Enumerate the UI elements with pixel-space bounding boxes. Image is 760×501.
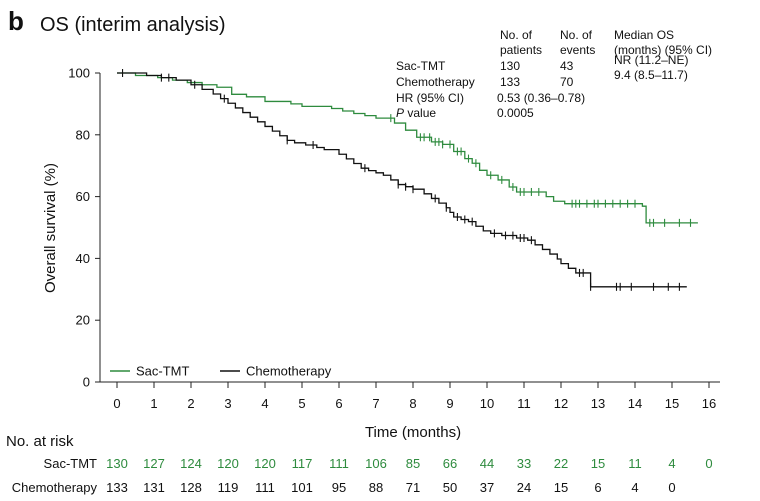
- risk-value: 111: [329, 456, 349, 471]
- x-tick-label: 6: [335, 396, 342, 411]
- x-tick-label: 9: [446, 396, 453, 411]
- x-tick-label: 4: [261, 396, 268, 411]
- risk-value: 120: [254, 456, 276, 471]
- stats-sac-events: 43: [560, 59, 574, 73]
- risk-value: 133: [106, 480, 128, 495]
- risk-value: 15: [554, 480, 568, 495]
- x-tick-label: 11: [517, 396, 531, 411]
- header-patients: No. of patients: [500, 28, 543, 57]
- x-tick-label: 15: [665, 396, 679, 411]
- risk-value: 6: [594, 480, 601, 495]
- risk-value: 85: [406, 456, 420, 471]
- risk-value: 124: [180, 456, 202, 471]
- x-tick-label: 14: [628, 396, 642, 411]
- risk-value: 0: [668, 480, 675, 495]
- x-tick-label: 8: [409, 396, 416, 411]
- risk-value: 15: [591, 456, 605, 471]
- risk-value: 111: [255, 480, 275, 495]
- y-tick-label: 100: [68, 66, 90, 81]
- risk-value: 24: [517, 480, 531, 495]
- x-tick-label: 2: [187, 396, 194, 411]
- risk-value: 37: [480, 480, 494, 495]
- x-tick-label: 3: [224, 396, 231, 411]
- risk-value: 120: [217, 456, 239, 471]
- header-median-os: Median OS (months) (95% CI): [614, 28, 713, 57]
- y-tick-label: 20: [76, 313, 90, 328]
- risk-row-label: Chemotherapy: [12, 480, 98, 495]
- x-tick-label: 5: [298, 396, 305, 411]
- p-italic: P: [396, 106, 405, 120]
- stats-p-label: P value: [396, 106, 436, 121]
- stats-chemo-events: 70: [560, 75, 574, 89]
- stats-hr-label: HR (95% CI): [396, 91, 465, 105]
- risk-value: 0: [705, 456, 712, 471]
- risk-row-label: Sac-TMT: [44, 456, 98, 471]
- x-tick-label: 7: [372, 396, 379, 411]
- x-tick-label: 12: [554, 396, 568, 411]
- risk-value: 127: [143, 456, 165, 471]
- risk-value: 66: [443, 456, 457, 471]
- risk-value: 106: [365, 456, 387, 471]
- chart-title: OS (interim analysis): [40, 14, 226, 36]
- risk-table-title: No. at risk: [6, 433, 74, 450]
- stats-chemo-patients: 133: [500, 75, 521, 89]
- y-axis-label: Overall survival (%): [42, 163, 59, 293]
- risk-value: 4: [631, 480, 638, 495]
- stats-row-label-sac: Sac-TMT: [396, 59, 446, 73]
- x-tick-label: 16: [702, 396, 716, 411]
- risk-value: 128: [180, 480, 202, 495]
- stats-p-value: 0.0005: [497, 106, 534, 120]
- stats-chemo-median: 9.4 (8.5–11.7): [614, 68, 688, 82]
- risk-value: 95: [332, 480, 346, 495]
- curves: [117, 69, 698, 291]
- risk-value: 130: [106, 456, 128, 471]
- risk-value: 33: [517, 456, 531, 471]
- x-tick-label: 1: [150, 396, 157, 411]
- y-tick-label: 0: [83, 375, 90, 390]
- panel-letter: b: [8, 6, 24, 36]
- p-suffix: value: [404, 106, 437, 120]
- header-events: No. of events: [560, 28, 596, 57]
- risk-value: 50: [443, 480, 457, 495]
- legend-label-sac-tmt: Sac-TMT: [136, 364, 190, 379]
- risk-value: 71: [406, 480, 420, 495]
- x-tick-label: 0: [113, 396, 120, 411]
- risk-value: 119: [218, 480, 239, 495]
- stats-sac-patients: 130: [500, 59, 521, 73]
- km-curve-chemo: [117, 72, 687, 288]
- x-tick-label: 13: [591, 396, 605, 411]
- stats-hr-value: 0.53 (0.36–0.78): [497, 91, 586, 105]
- risk-value: 11: [628, 456, 642, 471]
- y-tick-label: 60: [76, 189, 90, 204]
- legend: Sac-TMT Chemotherapy: [110, 364, 332, 379]
- risk-value: 4: [668, 456, 675, 471]
- y-tick-label: 80: [76, 127, 90, 142]
- risk-value: 131: [143, 480, 165, 495]
- risk-value: 88: [369, 480, 383, 495]
- legend-label-chemo: Chemotherapy: [246, 364, 332, 379]
- risk-value: 22: [554, 456, 568, 471]
- risk-value: 101: [291, 480, 313, 495]
- x-axis-label: Time (months): [365, 424, 461, 441]
- y-tick-label: 40: [76, 251, 90, 266]
- stats-row-label-chemo: Chemotherapy: [396, 75, 475, 89]
- stats-sac-median: NR (11.2–NE): [614, 53, 689, 67]
- risk-value: 117: [292, 456, 313, 471]
- km-curve-sac-tmt: [117, 72, 698, 224]
- risk-value: 44: [480, 456, 494, 471]
- x-tick-label: 10: [480, 396, 494, 411]
